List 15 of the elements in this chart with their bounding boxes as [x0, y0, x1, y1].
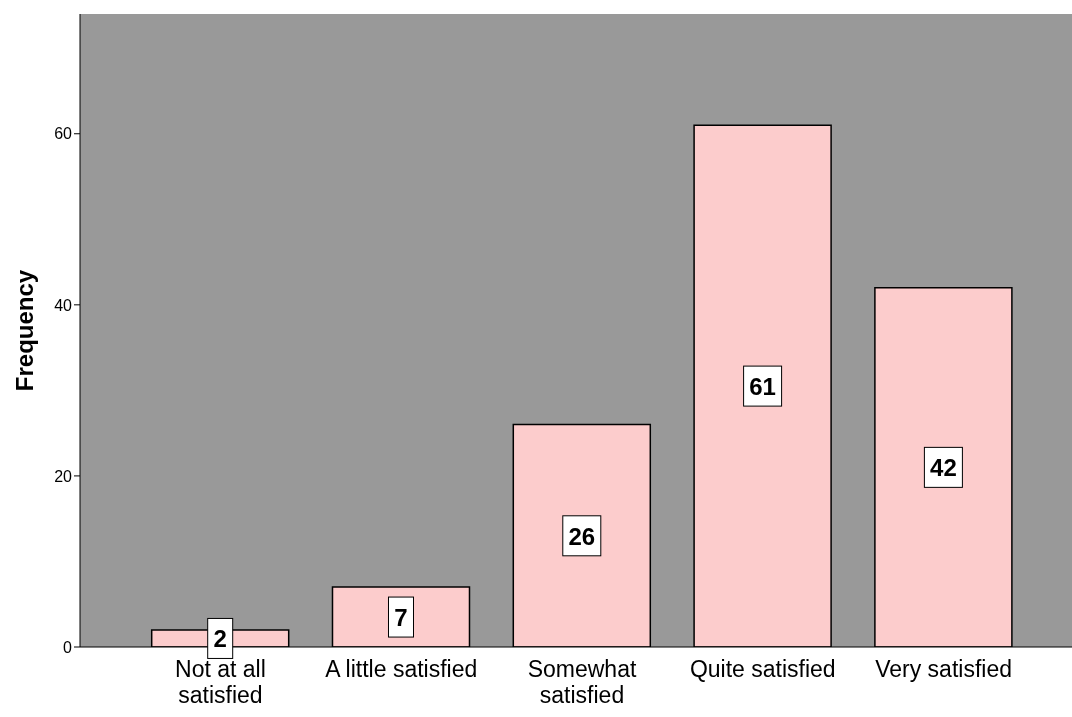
x-tick-label: Somewhat satisfied [527, 656, 637, 708]
y-axis-title: Frequency [10, 269, 38, 392]
y-tick-label: 60 [54, 125, 73, 143]
x-tick-label: Not at all satisfied [175, 656, 266, 708]
data-label: 61 [749, 373, 776, 401]
x-tick-label: Quite satisfied [689, 656, 836, 682]
x-tick-label: Very satisfied [875, 656, 1012, 682]
y-tick-label: 0 [63, 638, 73, 656]
x-tick-label: A little satisfied [325, 656, 478, 682]
y-tick-label: 20 [54, 467, 73, 485]
data-label: 7 [394, 604, 408, 632]
data-label: 42 [930, 454, 957, 482]
y-tick-label: 40 [54, 296, 73, 314]
data-label: 26 [568, 522, 596, 550]
data-label: 2 [213, 625, 227, 653]
